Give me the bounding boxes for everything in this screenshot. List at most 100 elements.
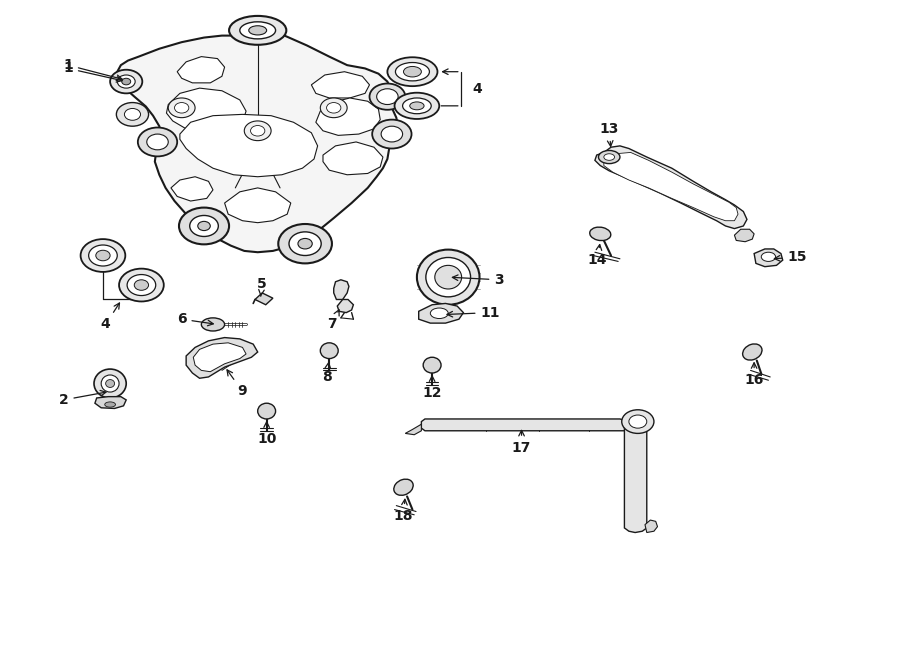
Ellipse shape [190,215,219,236]
Ellipse shape [395,62,429,81]
Ellipse shape [289,232,321,256]
Polygon shape [194,343,246,371]
Ellipse shape [239,22,275,39]
Polygon shape [421,419,629,431]
Text: 2: 2 [58,391,106,407]
Ellipse shape [278,224,332,263]
Ellipse shape [134,280,148,291]
Ellipse shape [230,16,286,45]
Ellipse shape [430,308,448,318]
Ellipse shape [122,78,130,85]
Ellipse shape [394,479,413,495]
Ellipse shape [629,415,647,428]
Ellipse shape [94,369,126,398]
Polygon shape [255,293,273,305]
Ellipse shape [168,98,195,118]
Ellipse shape [394,93,439,119]
Ellipse shape [124,109,140,120]
Ellipse shape [138,128,177,156]
Ellipse shape [117,75,135,88]
Polygon shape [186,338,257,378]
Text: 5: 5 [257,277,267,297]
Polygon shape [225,188,291,222]
Ellipse shape [147,134,168,150]
Polygon shape [754,249,783,267]
Ellipse shape [175,103,189,113]
Ellipse shape [81,239,125,272]
Text: 15: 15 [774,250,806,265]
Polygon shape [171,177,213,201]
Ellipse shape [373,120,411,148]
Ellipse shape [604,154,615,160]
Ellipse shape [298,238,312,249]
Ellipse shape [127,275,156,295]
Ellipse shape [327,103,341,113]
Polygon shape [180,115,318,177]
Ellipse shape [387,57,437,86]
Polygon shape [625,416,647,532]
Text: 14: 14 [588,244,608,267]
Ellipse shape [95,250,110,261]
Ellipse shape [88,245,117,266]
Polygon shape [323,142,382,175]
Ellipse shape [435,265,462,289]
Polygon shape [645,520,658,532]
Polygon shape [177,57,225,83]
Text: 18: 18 [393,499,413,523]
Ellipse shape [761,252,776,261]
Polygon shape [734,229,754,242]
Ellipse shape [244,121,271,140]
Ellipse shape [110,70,142,93]
Polygon shape [311,71,370,98]
Polygon shape [334,280,349,299]
Text: 4: 4 [472,83,482,97]
Text: 3: 3 [453,273,504,287]
Ellipse shape [179,208,230,244]
Ellipse shape [590,227,611,240]
Ellipse shape [426,258,471,297]
Ellipse shape [105,379,114,387]
Text: 11: 11 [447,306,500,320]
Polygon shape [166,88,246,131]
Ellipse shape [370,83,405,110]
Polygon shape [405,424,421,435]
Text: 12: 12 [422,376,442,401]
Ellipse shape [381,126,402,142]
Ellipse shape [403,66,421,77]
Ellipse shape [104,402,115,407]
Ellipse shape [248,26,266,35]
Ellipse shape [101,375,119,392]
Polygon shape [338,299,354,312]
Ellipse shape [119,269,164,301]
Ellipse shape [742,344,762,360]
Ellipse shape [202,318,225,331]
Ellipse shape [250,126,265,136]
Polygon shape [595,146,747,228]
Text: 4: 4 [101,303,120,332]
Ellipse shape [198,221,211,230]
Ellipse shape [116,103,148,126]
Text: 10: 10 [257,422,276,446]
Text: 1: 1 [63,58,122,81]
Ellipse shape [257,403,275,419]
Ellipse shape [377,89,398,105]
Ellipse shape [598,150,620,164]
Ellipse shape [320,98,347,118]
Text: 16: 16 [744,363,764,387]
Polygon shape [418,303,464,323]
Ellipse shape [410,102,424,110]
Polygon shape [604,152,738,220]
Polygon shape [316,98,380,136]
Text: 7: 7 [327,310,339,332]
Text: 9: 9 [227,370,248,399]
Ellipse shape [622,410,654,434]
Text: 1: 1 [63,62,122,82]
Text: 13: 13 [599,122,619,146]
Ellipse shape [320,343,338,359]
Text: 17: 17 [512,430,531,455]
Ellipse shape [423,357,441,373]
Text: 8: 8 [321,363,331,384]
Ellipse shape [417,250,480,305]
Text: 6: 6 [177,312,213,326]
Polygon shape [94,397,126,408]
